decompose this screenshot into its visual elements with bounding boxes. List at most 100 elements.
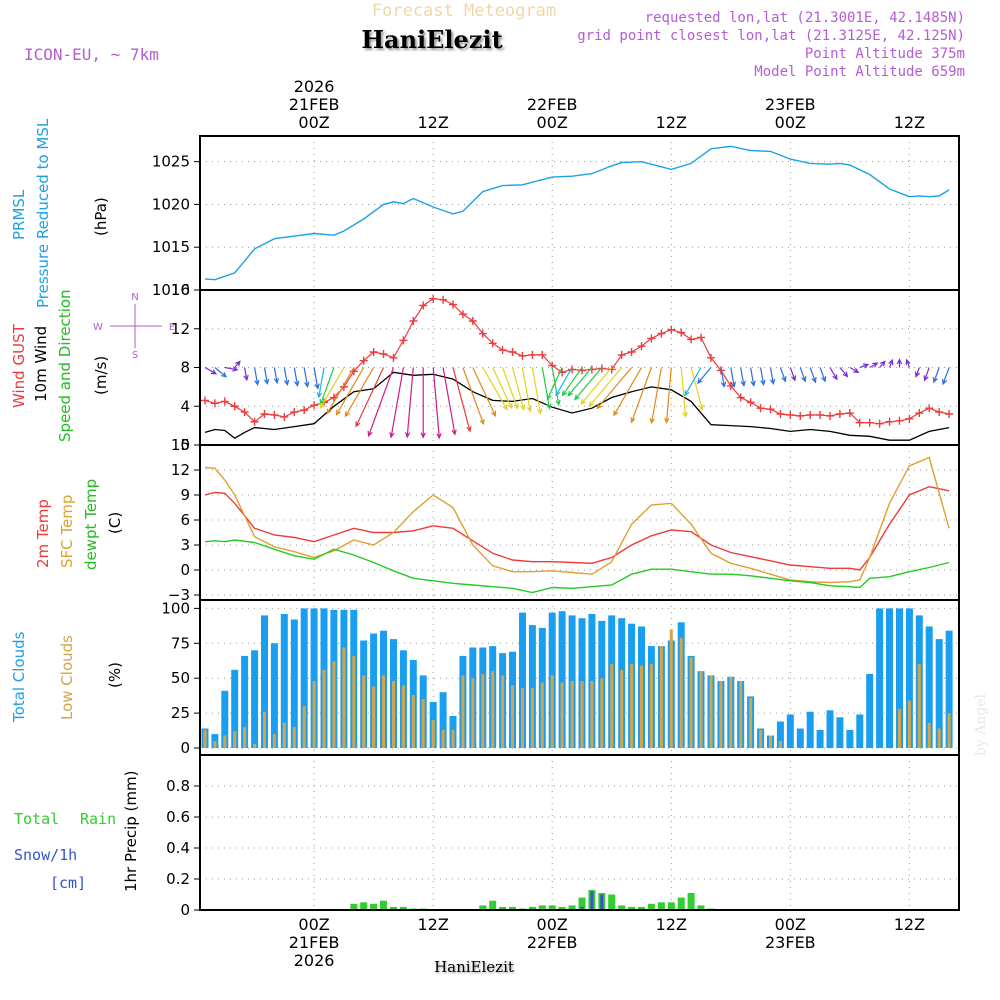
precip-labels: Total Rain Snow/1h [cm] 1hr Precip (mm) xyxy=(14,771,140,892)
gust-marker xyxy=(538,350,547,359)
wind-gust-label: Wind GUST xyxy=(10,323,28,408)
temp-2m-line xyxy=(204,485,950,571)
precip-ytick-label: 0 xyxy=(180,901,190,919)
temp-dew-label: dewpt Temp xyxy=(82,479,100,570)
wind-arrow xyxy=(574,367,603,401)
gust-marker xyxy=(240,408,249,417)
wind-arrow xyxy=(720,367,727,388)
wind-arrow xyxy=(462,367,485,426)
precip-axis-label: 1hr Precip (mm) xyxy=(122,771,140,892)
low-cloud-bar xyxy=(937,728,941,748)
low-cloud-bar xyxy=(342,647,346,748)
low-cloud-bar xyxy=(332,661,336,748)
watermark: by Angel xyxy=(973,693,989,756)
temp-ytick-label: 12 xyxy=(171,461,190,479)
low-cloud-bar xyxy=(610,664,614,748)
low-cloud-bar xyxy=(530,688,534,748)
bottom-hour-label: 12Z xyxy=(417,915,448,934)
total-cloud-bar xyxy=(300,608,308,748)
gust-marker xyxy=(835,410,844,418)
precip-frame xyxy=(199,754,960,911)
gust-marker xyxy=(488,339,497,348)
low-cloud-bar xyxy=(659,646,663,748)
gust-marker xyxy=(369,348,378,356)
temp-ytick-label: 6 xyxy=(180,511,190,529)
cloud-panel: 0 25 50 75 100 xyxy=(161,599,960,757)
total-cloud-bar xyxy=(866,674,874,748)
gust-marker xyxy=(845,409,854,418)
total-cloud-bar xyxy=(896,608,903,748)
gust-marker xyxy=(419,301,428,310)
total-cloud-bar xyxy=(876,608,884,748)
low-cloud-bar xyxy=(669,629,673,748)
pressure-frame xyxy=(199,135,960,291)
gust-marker xyxy=(885,417,894,426)
low-cloud-bar xyxy=(411,695,415,749)
low-cloud-bar xyxy=(352,655,356,749)
precip-ytick-label: 0.6 xyxy=(166,808,190,826)
low-cloud-bar xyxy=(699,671,703,748)
wind-arrow xyxy=(234,360,241,368)
rain-bar xyxy=(657,902,665,911)
total-cloud-bar xyxy=(439,692,447,749)
low-cloud-bar xyxy=(282,722,286,748)
wind-arrow xyxy=(932,367,940,384)
low-cloud-bar xyxy=(322,669,326,748)
low-cloud-bar xyxy=(491,671,495,748)
low-cloud-bar xyxy=(709,675,713,748)
gust-marker xyxy=(945,410,954,418)
chart-title: Forecast Meteogram xyxy=(372,1,556,21)
wind-ytick-label: 4 xyxy=(180,397,190,415)
low-cloud-bar xyxy=(431,720,435,748)
temp-frame xyxy=(199,444,960,601)
wind-arrow xyxy=(303,367,310,388)
precip-ytick-label: 0.8 xyxy=(166,777,190,795)
low-cloud-bar xyxy=(749,697,753,748)
wind-ytick-label: 16 xyxy=(171,281,190,299)
low-cloud-bar xyxy=(600,678,604,748)
total-cloud-bar xyxy=(310,608,318,748)
total-cloud-bar xyxy=(856,714,864,748)
wind-arrow xyxy=(809,367,817,384)
wind-arrow xyxy=(730,367,737,388)
gust-marker xyxy=(439,295,448,304)
rain-bar xyxy=(399,906,407,910)
rain-bar xyxy=(499,906,507,910)
gust-marker xyxy=(706,353,715,362)
gust-marker xyxy=(617,350,626,359)
pressure-ytick-label: 1025 xyxy=(152,153,190,171)
wind-arrow xyxy=(680,367,688,419)
total-cloud-bar xyxy=(945,630,953,748)
low-cloud-bar xyxy=(917,664,921,748)
wind-arrow xyxy=(580,367,613,405)
wind-arrow xyxy=(335,367,365,416)
prmsl-desc-label: Pressure Reduced to MSL xyxy=(34,118,52,308)
gust-marker xyxy=(230,402,239,411)
wind-arrow xyxy=(472,367,496,418)
rain-bar xyxy=(489,900,497,910)
compass-west: W xyxy=(93,322,103,333)
rain-bar xyxy=(618,905,626,910)
gust-marker xyxy=(210,399,219,408)
wind-arrow xyxy=(896,358,903,368)
total-cloud-bar xyxy=(846,729,854,749)
gust-marker xyxy=(865,418,874,427)
temp-ytick-label: 0 xyxy=(180,561,190,579)
total-cloud-bar xyxy=(806,711,814,748)
bottom-hour-label: 12Z xyxy=(656,915,687,934)
rain-bar xyxy=(548,905,556,910)
model-altitude: Model Point Altitude 659m xyxy=(754,64,965,80)
wind-arrow xyxy=(531,367,543,415)
compass-rose: N S W E xyxy=(93,292,175,361)
rain-bar xyxy=(687,893,695,910)
wind-arrow xyxy=(492,367,513,410)
wind-arrow xyxy=(914,367,921,378)
top-hour-label: 12Z xyxy=(656,113,687,132)
wind-arrow xyxy=(630,367,652,424)
top-hour-label: 00Z xyxy=(298,113,329,132)
gust-marker xyxy=(468,317,477,325)
wind-arrow xyxy=(511,367,526,411)
gust-marker xyxy=(379,349,388,358)
wind-ytick-label: 12 xyxy=(171,320,190,338)
